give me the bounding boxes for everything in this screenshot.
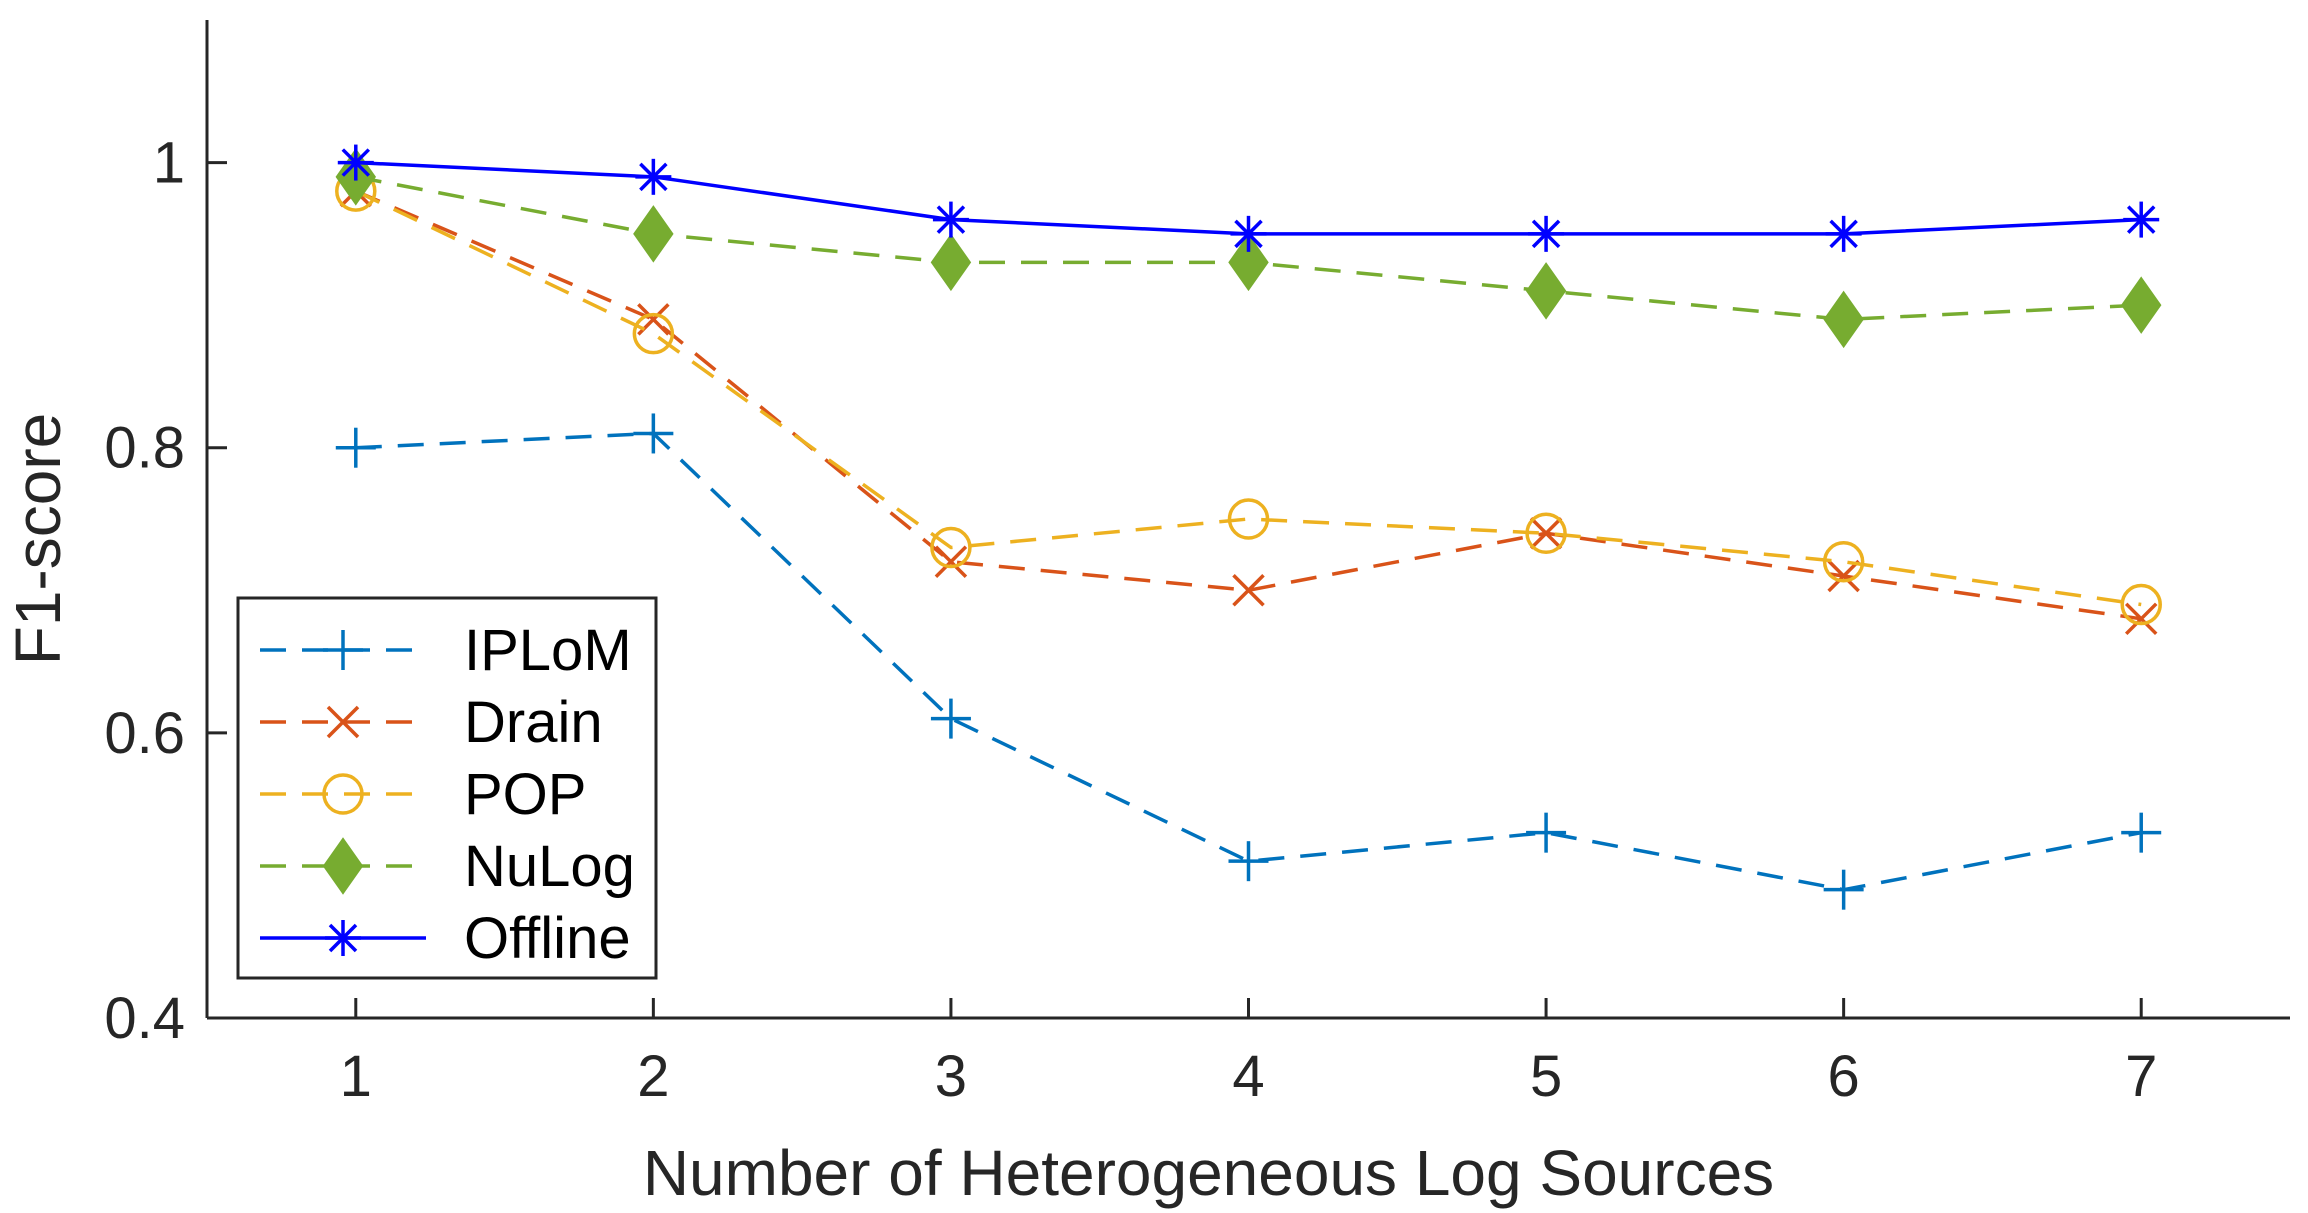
x-tick-label: 6 — [1828, 1044, 1860, 1109]
marker-stroke — [1228, 233, 1269, 292]
legend-entry-drain: Drain — [260, 690, 603, 755]
data-point-nulog — [633, 205, 674, 263]
marker-stroke — [1529, 517, 1563, 550]
series-pop — [335, 170, 2162, 626]
marker-stroke — [2120, 276, 2162, 334]
marker-stroke — [1227, 498, 1270, 540]
marker-stroke — [1232, 574, 1265, 607]
data-point-drain — [2124, 602, 2158, 636]
marker-stroke — [1823, 290, 1864, 349]
data-point-pop — [2120, 583, 2162, 626]
marker-stroke — [2126, 205, 2156, 234]
data-point-offline — [635, 158, 672, 195]
marker-stroke — [1234, 219, 1263, 249]
marker-stroke — [1525, 512, 1567, 555]
data-point-nulog — [2120, 276, 2162, 334]
x-axis-title: Number of Heterogeneous Log Sources — [643, 1137, 1774, 1209]
y-tick-label: 0.8 — [104, 416, 185, 481]
data-point-iplom — [1228, 841, 1269, 882]
legend-marker-iplom — [323, 630, 363, 670]
marker-stroke — [930, 233, 972, 292]
marker-stroke — [1827, 559, 1860, 593]
legend-entry-iplom: IPLoM — [260, 618, 632, 683]
data-point-iplom — [2121, 812, 2162, 853]
marker-stroke — [328, 923, 358, 953]
data-point-drain — [934, 545, 968, 579]
x-tick-label: 4 — [1232, 1044, 1264, 1109]
legend-label-iplom: IPLoM — [464, 618, 632, 683]
x-tick-label: 7 — [2125, 1044, 2157, 1109]
marker-stroke — [632, 312, 675, 355]
data-point-offline — [1230, 215, 1267, 252]
data-point-iplom — [1823, 869, 1864, 910]
data-point-nulog — [1823, 290, 1864, 349]
marker-stroke — [1525, 262, 1567, 320]
legend-entry-pop: POP — [260, 762, 587, 827]
marker-stroke — [341, 148, 371, 177]
marker-stroke — [322, 773, 364, 815]
data-point-offline — [2123, 201, 2160, 238]
legend-entry-nulog: NuLog — [260, 834, 635, 899]
marker-stroke — [2120, 583, 2162, 626]
legend-label-pop: POP — [464, 762, 587, 827]
data-point-nulog — [930, 233, 972, 292]
x-tick-label: 2 — [637, 1044, 669, 1109]
plot-area: 1 2 3 4 5 6 7 0.4 0.6 0.8 1 Number of Heterogeneous… — [2, 20, 2290, 1209]
legend: IPLoM Drain POP NuLog Offline — [236, 596, 658, 980]
marker-stroke — [936, 205, 966, 234]
data-point-offline — [1825, 215, 1862, 252]
marker-stroke — [322, 837, 364, 895]
marker-stroke — [1829, 219, 1858, 249]
series-iplom — [335, 413, 2162, 910]
legend-marker-offline — [325, 920, 361, 956]
data-point-drain — [1529, 517, 1563, 550]
marker-stroke — [1822, 541, 1865, 583]
marker-stroke — [2124, 602, 2158, 636]
legend-marker-pop — [322, 773, 364, 815]
data-point-iplom — [930, 698, 971, 739]
series-offline — [337, 144, 2160, 252]
legend-marker-nulog — [322, 837, 364, 895]
y-tick-label: 0.6 — [104, 701, 185, 766]
legend-box — [236, 596, 658, 980]
data-point-offline — [932, 201, 969, 238]
legend-entry-offline: Offline — [260, 906, 631, 971]
y-tick-label: 1 — [153, 131, 185, 196]
x-tick-label: 1 — [340, 1044, 372, 1109]
y-axis-title: F1-score — [2, 413, 74, 666]
data-point-drain — [1232, 574, 1265, 607]
marker-stroke — [639, 162, 668, 192]
data-point-pop — [632, 312, 675, 355]
marker-stroke — [934, 545, 968, 579]
data-point-nulog — [1228, 233, 1269, 292]
x-tick-label: 5 — [1530, 1044, 1562, 1109]
legend-label-offline: Offline — [464, 906, 631, 971]
data-point-drain — [1827, 559, 1860, 593]
data-point-pop — [1227, 498, 1270, 540]
legend-label-drain: Drain — [464, 690, 603, 755]
marker-stroke — [930, 526, 972, 569]
data-point-pop — [1822, 541, 1865, 583]
legend-label-nulog: NuLog — [464, 834, 635, 899]
data-point-offline — [337, 144, 374, 181]
marker-stroke — [1531, 219, 1561, 249]
data-point-iplom — [1526, 812, 1567, 853]
data-point-iplom — [335, 427, 376, 468]
marker-stroke — [326, 705, 360, 739]
data-point-nulog — [1525, 262, 1567, 320]
data-point-pop — [1525, 512, 1567, 555]
marker-stroke — [633, 205, 674, 263]
x-tick-label: 3 — [935, 1044, 967, 1109]
legend-marker-drain — [326, 705, 360, 739]
data-point-pop — [930, 526, 972, 569]
data-point-iplom — [633, 413, 674, 454]
data-point-offline — [1528, 215, 1565, 252]
y-tick-label: 0.4 — [104, 986, 185, 1051]
